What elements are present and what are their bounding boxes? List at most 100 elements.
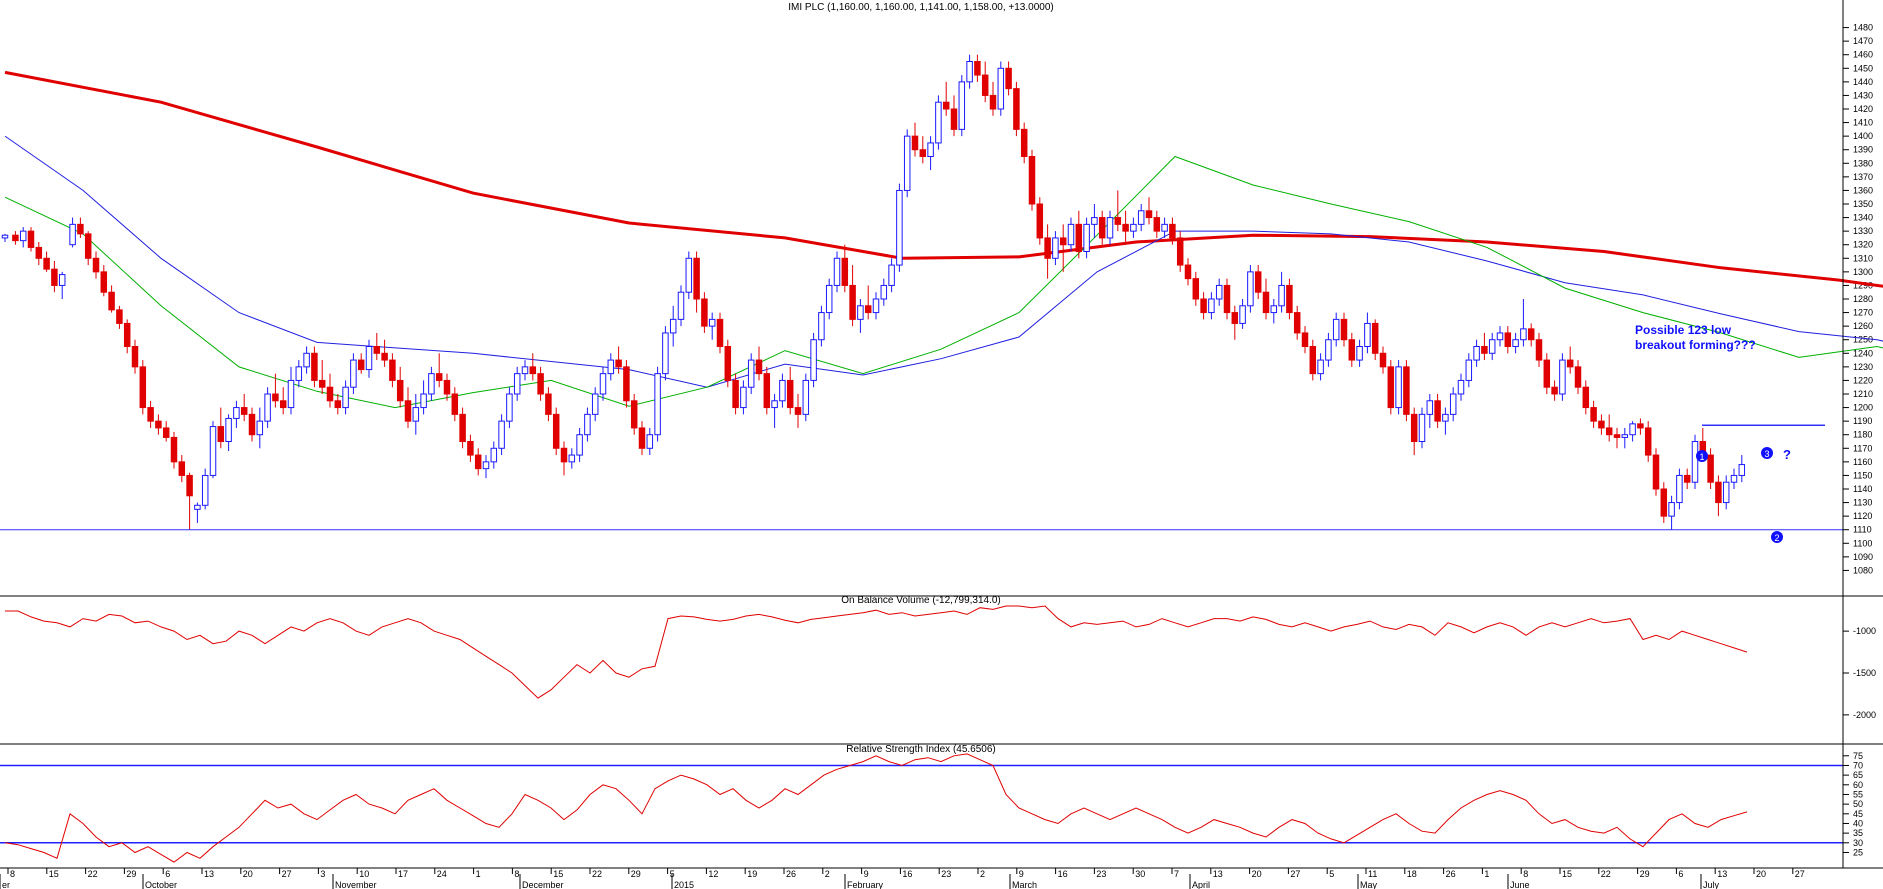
candlestick: [248, 407, 256, 442]
candlestick: [607, 353, 615, 381]
x-tick-label: 22: [1601, 869, 1611, 879]
price-tick-label: 1330: [1853, 226, 1873, 236]
x-tick-label: 30: [1135, 869, 1145, 879]
marker-question: ?: [1783, 447, 1791, 462]
candlestick: [474, 448, 482, 476]
x-tick-label: 9: [1019, 869, 1024, 879]
candlestick: [1161, 217, 1168, 238]
candlestick: [1278, 271, 1285, 313]
price-tick-label: 1390: [1853, 145, 1873, 155]
candlestick: [685, 251, 693, 299]
candlestick: [1613, 427, 1621, 449]
svg-text:2: 2: [1774, 533, 1779, 543]
candlestick: [1208, 292, 1215, 320]
candlestick: [51, 261, 58, 293]
candlestick: [1520, 299, 1527, 347]
candlestick: [287, 366, 295, 415]
x-tick-label: 10: [359, 869, 369, 879]
candlestick: [888, 258, 895, 293]
x-tick-label: 13: [204, 869, 214, 879]
candlestick: [981, 61, 989, 103]
candlestick: [1106, 210, 1114, 245]
candlestick: [256, 407, 264, 449]
candlestick: [818, 305, 825, 347]
candlestick: [365, 339, 373, 378]
moving-average-line: [4, 155, 1883, 409]
candlestick: [529, 353, 537, 381]
candlestick: [35, 242, 43, 266]
price-panel: 1080 1090 1100 1110 1120 1130 1140 1150 1160 1170…: [0, 2, 1883, 575]
candlestick: [467, 434, 474, 462]
candlestick: [958, 75, 966, 137]
price-tick-label: 1400: [1853, 131, 1873, 141]
moving-average-line: [4, 70, 1883, 288]
price-tick-label: 1160: [1853, 457, 1872, 467]
candlestick: [1059, 224, 1067, 272]
candlestick: [272, 373, 279, 408]
candlestick: [677, 285, 685, 327]
candlestick: [170, 432, 178, 469]
candlestick: [927, 136, 934, 171]
x-tick-label: 13: [1213, 869, 1223, 879]
candlestick: [1153, 210, 1161, 238]
candlestick: [1488, 332, 1496, 361]
x-tick-label: 13: [1717, 869, 1727, 879]
candlestick: [506, 387, 513, 428]
x-tick-label: 1: [476, 869, 481, 879]
candlestick: [833, 251, 841, 293]
x-tick-label: 9: [864, 869, 869, 879]
x-tick-label: 15: [49, 869, 59, 879]
candlestick: [1028, 149, 1036, 211]
candlestick: [1098, 210, 1106, 245]
candlestick: [279, 387, 287, 415]
candlestick: [724, 339, 732, 388]
rsi-tick-label: 55: [1853, 789, 1863, 799]
candlestick: [1169, 217, 1176, 245]
month-label: er: [2, 880, 10, 889]
candlestick: [802, 373, 810, 422]
x-tick-label: 5: [1329, 869, 1334, 879]
candlestick: [747, 353, 755, 394]
candlestick: [264, 387, 271, 428]
rsi-tick-label: 75: [1853, 751, 1863, 761]
candlestick: [1067, 217, 1075, 252]
x-tick-label: 16: [1058, 869, 1068, 879]
candlestick: [810, 332, 817, 388]
candlestick: [771, 394, 778, 428]
candlestick: [1262, 278, 1270, 320]
x-tick-label: 16: [902, 869, 912, 879]
candlestick: [147, 400, 154, 428]
price-tick-label: 1100: [1853, 538, 1872, 548]
candlestick: [1036, 197, 1044, 245]
candlestick: [155, 414, 162, 435]
candlestick: [303, 346, 310, 374]
x-tick-label: 27: [282, 869, 292, 879]
candlestick: [989, 81, 997, 116]
price-tick-label: 1240: [1853, 348, 1873, 358]
candlestick: [326, 373, 334, 408]
candlestick: [428, 366, 435, 401]
candlestick: [1247, 265, 1254, 313]
rsi-line: [4, 753, 1748, 863]
candlestick: [1286, 278, 1293, 320]
candlestick: [1403, 360, 1410, 422]
obv-tick-label: -1000: [1853, 626, 1876, 636]
x-tick-label: 11: [1368, 869, 1377, 879]
candlestick: [435, 353, 443, 388]
candlestick: [1091, 204, 1098, 238]
candlestick: [1309, 339, 1317, 381]
x-tick-label: 20: [243, 869, 253, 879]
candlestick: [1, 233, 9, 242]
candlestick: [1527, 323, 1535, 347]
candlestick: [1083, 217, 1090, 259]
candlestick: [389, 353, 396, 388]
x-tick-label: 17: [398, 869, 408, 879]
candlestick: [537, 366, 544, 401]
candlestick: [1551, 380, 1558, 401]
rsi-tick-label: 35: [1853, 828, 1863, 838]
rsi-tick-label: 30: [1853, 838, 1863, 848]
candlestick: [381, 339, 388, 367]
candlestick: [12, 231, 19, 245]
candlestick: [1122, 210, 1129, 245]
